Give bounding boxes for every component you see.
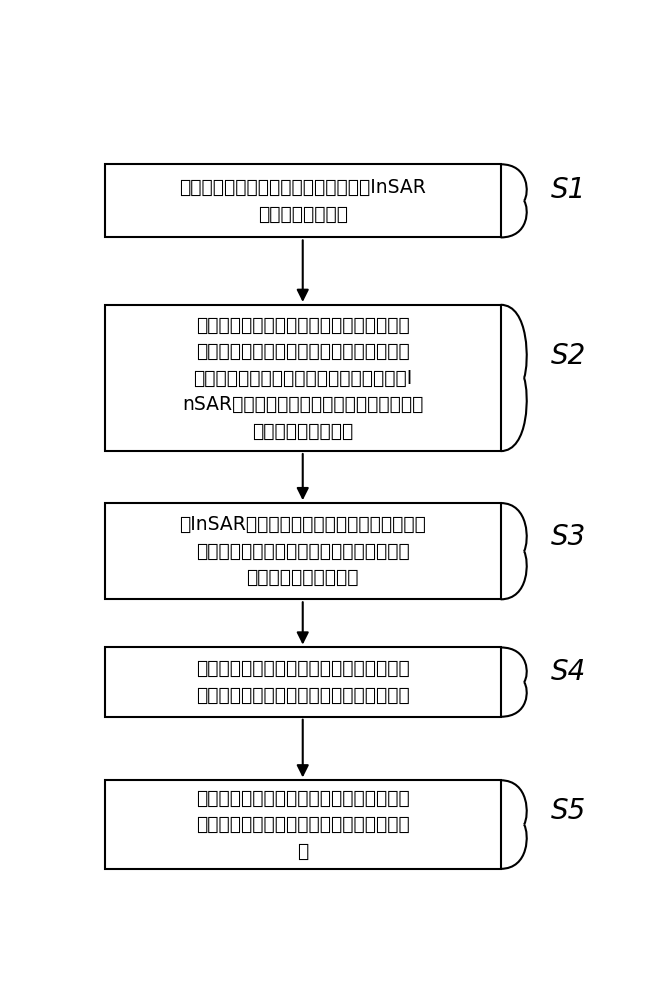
Bar: [105, 164, 501, 237]
Text: 根据各期次形变量结果，结合数字高程数据
中的地形信息，获取滑坡体的空间演变规律: 根据各期次形变量结果，结合数字高程数据 中的地形信息，获取滑坡体的空间演变规律: [196, 659, 410, 705]
Bar: [105, 647, 501, 717]
Text: S3: S3: [551, 523, 586, 551]
Text: 对InSAR形变速率结果进行统计和区段划分，
在边界范围内对滑坡体进行形变分级区域划
分，生成形变分区结果: 对InSAR形变速率结果进行统计和区段划分， 在边界范围内对滑坡体进行形变分级区…: [179, 515, 426, 587]
Text: S4: S4: [551, 658, 586, 686]
Bar: [105, 305, 501, 451]
Text: 根据滑坡体的形变分区结果和空间演变规律
，得到待解释滑坡区域内的重点监测点位信
息: 根据滑坡体的形变分区结果和空间演变规律 ，得到待解释滑坡区域内的重点监测点位信 …: [196, 789, 410, 861]
Bar: [105, 503, 501, 599]
Bar: [105, 780, 501, 869]
Text: S2: S2: [551, 342, 586, 370]
Text: 获取覆盖待解释滑坡区域的光学影像数据和
数字高程数据；根据光学影像数据，圈定待
解释滑坡区域中滑坡体的初始边界；并根据I
nSAR形变速率结果对初始边界进行修正: 获取覆盖待解释滑坡区域的光学影像数据和 数字高程数据；根据光学影像数据，圈定待 …: [182, 315, 423, 440]
Text: S5: S5: [551, 797, 586, 825]
Text: 获取待解释滑坡区域预设监测周期内的InSAR
地表形变监测结果: 获取待解释滑坡区域预设监测周期内的InSAR 地表形变监测结果: [179, 178, 426, 224]
Text: S1: S1: [551, 176, 586, 204]
